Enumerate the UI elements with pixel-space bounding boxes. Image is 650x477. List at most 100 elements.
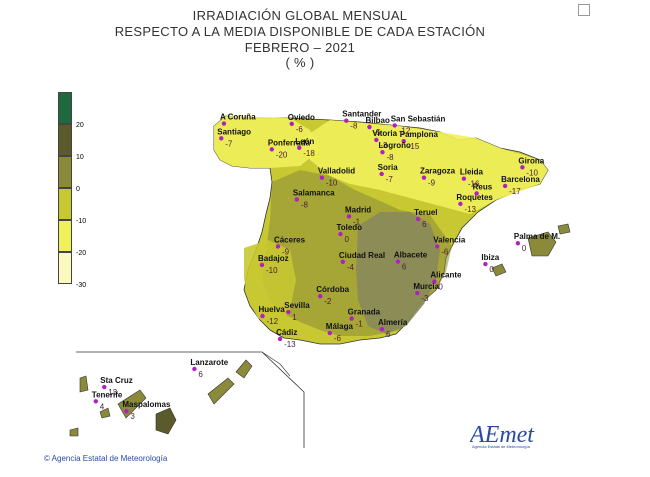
station-name: Granada [348,308,381,317]
station-value: 6 [422,220,427,229]
station-0: A Coruña [220,113,256,126]
station-22: Toledo 0 [336,223,362,244]
station-15: Girona -10 [518,156,544,177]
station-name: Toledo [336,223,362,232]
station-marker [338,231,343,237]
station-39: Lanzarote 6 [190,358,228,379]
station-value: 1 [292,313,297,322]
station-18: Roquetes -13 [456,193,493,214]
region-nw-lighter [214,116,320,168]
station-name: Almería [378,318,408,327]
station-marker [319,175,325,180]
station-name: Valladolid [318,167,355,176]
station-marker [269,147,275,152]
island-mallorca [527,231,557,257]
island-gran-canaria [155,407,177,435]
station-name: Badajoz [258,254,289,263]
station-name: Bilbao [365,116,390,125]
station-19: Salamanca -8 [293,188,335,209]
station-marker [380,150,385,155]
station-name: A Coruña [220,113,256,122]
station-36: Almería 6 [378,318,408,339]
station-value: -9 [282,247,290,256]
station-marker [520,165,525,170]
svg-text:AEmet: AEmet [470,422,535,448]
station-1: Santiago -7 [217,127,251,148]
station-marker [515,241,521,246]
station-value: -5 [373,128,381,137]
station-value: -13 [284,340,296,349]
station-marker [374,137,379,143]
station-marker [219,136,224,141]
station-value: -6 [296,125,304,134]
station-value: -12 [267,317,279,326]
station-marker [102,384,107,390]
station-value: -9 [428,179,436,188]
region-west-green [244,240,296,330]
station-20: Madrid -1 [345,205,371,226]
station-value: -17 [509,187,521,196]
station-33: Huelva -12 [259,305,286,326]
station-marker [401,138,406,144]
station-value: 6 [402,263,407,272]
station-13: Zaragoza -9 [420,167,456,188]
legend-swatch-1 [58,92,72,124]
station-name: Salamanca [293,188,335,197]
region-ne-lighter [300,120,548,214]
station-marker [415,290,420,296]
station-32: Murcia -3 [413,282,439,303]
station-marker [483,261,488,267]
station-marker [367,124,372,130]
copyright-text: © Agencia Estatal de Meteorología [44,454,168,463]
station-marker [340,259,346,265]
station-marker [318,293,323,299]
station-value: -7 [386,175,394,184]
station-value: -18 [303,149,315,158]
legend-tick: -20 [76,250,87,257]
station-marker [277,336,283,342]
station-marker [502,183,508,189]
station-value: -8 [386,153,394,162]
station-layer: A Coruña Santiago -7 Oviedo -6 Santander -8 Bil… [92,110,560,421]
aemet-logo: AEmet [470,422,535,448]
station-marker [458,201,463,207]
station-34: Sevilla 1 [284,301,310,322]
island-el-hierro [69,427,79,437]
station-name: Santander [342,110,381,119]
station-38: Cádiz -13 [276,328,297,349]
station-23: Cáceres -9 [274,235,306,256]
station-name: Madrid [345,205,371,214]
station-value: -3 [380,141,388,150]
station-name: Vitoria [372,129,397,138]
station-value: 0 [522,244,527,253]
station-name: San Sebastián [391,114,446,123]
station-4: Bilbao -5 [365,116,390,137]
island-la-palma [79,375,89,393]
station-name: Alicante [430,271,462,280]
station-marker [395,259,401,264]
station-28: Ibiza 0 [481,253,499,274]
station-marker [461,176,467,181]
station-name: Murcia [413,282,439,291]
region-se-dark [356,212,440,334]
station-name: Maspalomas [122,400,171,409]
station-name: Lanzarote [190,358,228,367]
station-name: Sevilla [284,301,310,310]
station-name: Cáceres [274,235,306,244]
station-value: 6 [386,330,391,339]
station-9: Ponferrada -20 [268,138,311,159]
station-name: Albacete [394,251,428,260]
station-25: Palma de M. 0 [514,232,560,253]
station-name: Córdoba [316,285,349,294]
station-marker [435,244,440,249]
station-16: Barcelona -17 [501,175,540,196]
station-value: -1 [353,217,361,226]
station-name: Ibiza [481,253,499,262]
station-29: Badajoz -10 [258,254,289,275]
station-marker [297,145,302,150]
legend-swatch-3 [58,156,72,188]
station-marker [415,216,421,222]
legend-tick: 0 [76,186,80,193]
station-value: -13 [464,205,476,214]
